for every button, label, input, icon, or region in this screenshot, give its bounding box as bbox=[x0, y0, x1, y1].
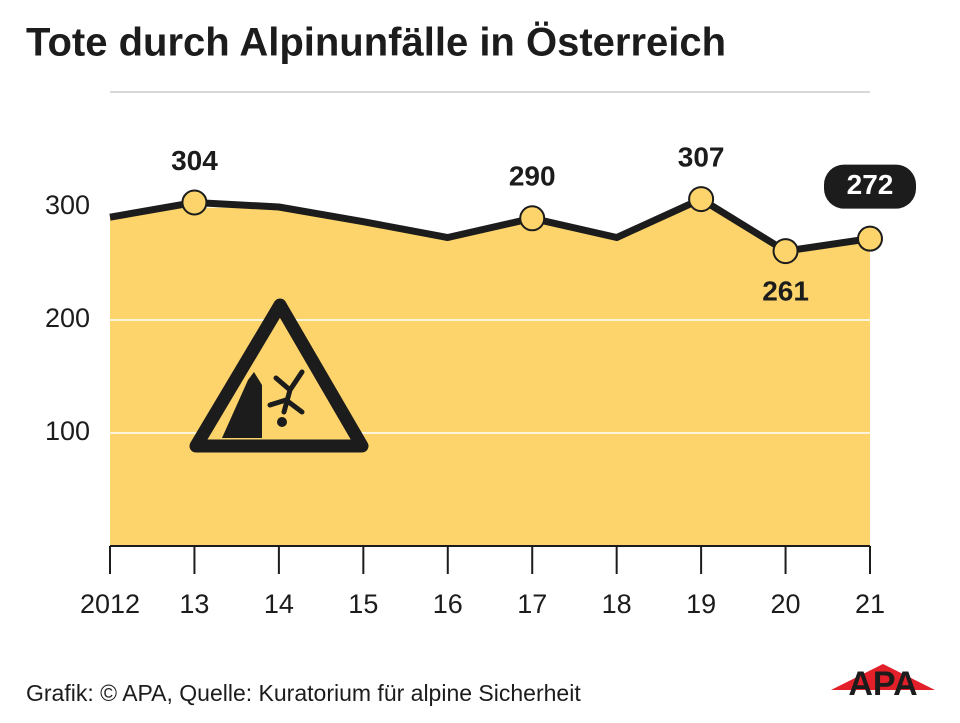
x-tick-label: 18 bbox=[602, 589, 632, 619]
area bbox=[110, 199, 870, 546]
line bbox=[109, 195, 871, 255]
x-tick-label: 13 bbox=[179, 589, 209, 619]
x-tick-label: 15 bbox=[348, 589, 378, 619]
marker bbox=[688, 186, 715, 213]
logo: APA bbox=[848, 665, 917, 703]
value-label: 272 bbox=[847, 169, 894, 200]
marker bbox=[857, 225, 883, 252]
warning-icon bbox=[189, 298, 369, 453]
label-box bbox=[824, 164, 916, 209]
source: Grafik: © APA, Quelle: Kuratorium für al… bbox=[26, 680, 581, 706]
y-tick-label: 100 bbox=[45, 416, 90, 446]
value-label: 261 bbox=[762, 275, 809, 306]
x-tick-label: 2012 bbox=[80, 589, 140, 619]
x-tick-label: 14 bbox=[264, 589, 294, 619]
marker bbox=[181, 189, 208, 216]
x-tick-label: 20 bbox=[771, 589, 801, 619]
value-label: 290 bbox=[509, 161, 556, 192]
x-tick-label: 17 bbox=[517, 589, 547, 619]
value-label: 307 bbox=[678, 141, 725, 172]
x-tick-label: 21 bbox=[855, 589, 885, 619]
marker bbox=[519, 205, 546, 232]
logo-roof bbox=[831, 664, 935, 690]
x-tick-label: 16 bbox=[433, 589, 463, 619]
chart-title: Tote durch Alpinunfälle in Österreich bbox=[26, 20, 726, 65]
x-tick-label: 19 bbox=[686, 589, 716, 619]
marker bbox=[772, 238, 799, 265]
y-tick-label: 300 bbox=[45, 190, 90, 220]
plot: 100 200 300 2012 13 14 15 16 17 18 19 20 21 304 290 307… bbox=[45, 141, 916, 619]
value-label: 304 bbox=[171, 145, 218, 176]
y-tick-label: 200 bbox=[45, 303, 90, 333]
